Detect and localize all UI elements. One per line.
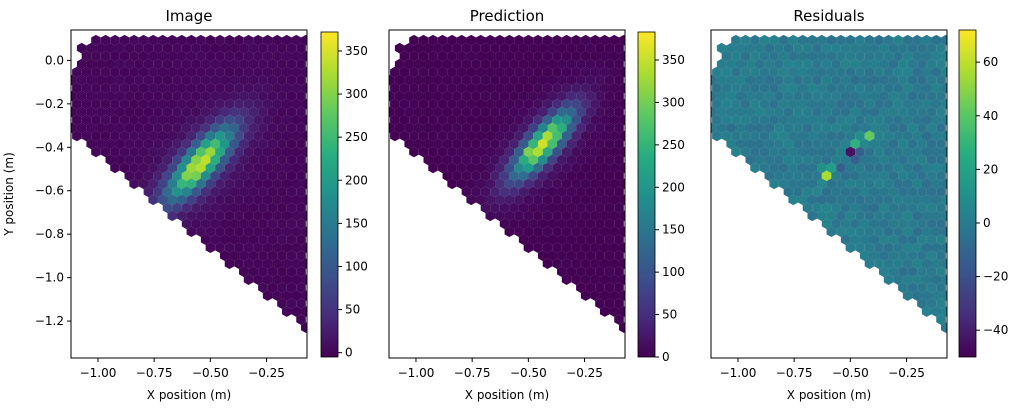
hex-pixel xyxy=(940,321,947,334)
x-axis: −1.00 −0.75 −0.50 −0.25 xyxy=(720,358,925,380)
colorbar-tick-label: −20 xyxy=(983,270,1008,284)
colorbar-tick-label: 0 xyxy=(983,216,991,230)
colorbar-tick-label: 20 xyxy=(983,162,998,176)
x-tick-label: −1.00 xyxy=(398,366,435,380)
panel-title: Image xyxy=(166,7,213,25)
x-tick-label: −0.75 xyxy=(454,366,491,380)
hex-pixel xyxy=(618,321,625,334)
y-tick-label: −0.2 xyxy=(35,97,64,111)
x-axis: −1.00 −0.75 −0.50 −0.25 xyxy=(398,358,603,380)
x-axis: −1.00 −0.75 −0.50 −0.25 xyxy=(80,358,285,380)
colorbar: 60 40 20 0 −20 −40 xyxy=(958,29,1008,358)
colorbar-tick-label: 0 xyxy=(345,346,353,360)
panel-title: Prediction xyxy=(470,7,545,25)
y-tick-label: −0.8 xyxy=(35,227,64,241)
colorbar-tick-label: 250 xyxy=(345,130,368,144)
colorbar-gradient xyxy=(320,31,339,358)
colorbar-gradient xyxy=(637,31,656,358)
colorbar-tick-label: 60 xyxy=(983,55,998,69)
y-tick-label: −1.0 xyxy=(35,271,64,285)
colorbar: 0 50 100 150 200 250 300 350 xyxy=(637,31,685,364)
colorbar: 0 50 100 150 200 250 300 350 xyxy=(320,31,368,360)
y-tick-label: −0.4 xyxy=(35,140,64,154)
colorbar-tick-label: 40 xyxy=(983,109,998,123)
plot-frame xyxy=(388,29,626,359)
x-axis-label: X position (m) xyxy=(465,388,549,402)
hex-cells xyxy=(711,34,947,334)
x-tick-label: −1.00 xyxy=(720,366,757,380)
x-tick-label: −0.50 xyxy=(510,366,547,380)
colorbar-tick-label: 150 xyxy=(345,216,368,230)
y-tick-label: −0.6 xyxy=(35,184,64,198)
x-tick-label: −0.25 xyxy=(248,366,285,380)
hex-cells xyxy=(389,34,625,334)
hex-pixel xyxy=(300,321,307,334)
colorbar-tick-label: 200 xyxy=(345,173,368,187)
plot-frame xyxy=(710,29,948,359)
x-axis-label: X position (m) xyxy=(147,388,231,402)
colorbar-tick-label: 300 xyxy=(662,95,685,109)
panel-image: Image −1.00 −0.75 −0.50 −0.25 0.0−0.2−0.4−0… xyxy=(2,7,368,402)
x-axis-label: X position (m) xyxy=(787,388,871,402)
panel-residuals: Residuals −1.00 −0.75 −0.50 −0.25 X positio… xyxy=(710,7,1008,402)
x-tick-label: −0.75 xyxy=(136,366,173,380)
y-tick-label: −1.2 xyxy=(35,314,64,328)
panel-title: Residuals xyxy=(793,7,864,25)
colorbar-tick-label: 350 xyxy=(662,53,685,67)
colorbar-tick-label: 300 xyxy=(345,87,368,101)
colorbar-tick-label: 50 xyxy=(345,303,360,317)
plot-frame xyxy=(70,29,308,359)
x-tick-label: −0.50 xyxy=(832,366,869,380)
colorbar-tick-label: 100 xyxy=(345,259,368,273)
colorbar-tick-label: 100 xyxy=(662,265,685,279)
x-tick-label: −0.25 xyxy=(888,366,925,380)
colorbar-gradient xyxy=(958,29,977,358)
panel-prediction: Prediction −1.00 −0.75 −0.50 −0.25 X positi… xyxy=(388,7,685,402)
hex-cells xyxy=(71,34,307,334)
colorbar-tick-label: 0 xyxy=(662,350,670,364)
y-axis: 0.0 −0.2 −0.4 −0.6 −0.8 −1.0 −1.2 xyxy=(35,53,71,328)
y-tick-label: 0.0 xyxy=(45,53,64,67)
colorbar-tick-label: 50 xyxy=(662,308,677,322)
colorbar-tick-label: 150 xyxy=(662,223,685,237)
x-tick-label: −0.25 xyxy=(566,366,603,380)
colorbar-tick-label: 200 xyxy=(662,180,685,194)
colorbar-tick-label: 350 xyxy=(345,44,368,58)
x-tick-label: −1.00 xyxy=(80,366,117,380)
y-axis-label: Y position (m) xyxy=(2,152,16,237)
x-tick-label: −0.50 xyxy=(192,366,229,380)
colorbar-tick-label: 250 xyxy=(662,138,685,152)
x-tick-label: −0.75 xyxy=(776,366,813,380)
colorbar-tick-label: −40 xyxy=(983,323,1008,337)
